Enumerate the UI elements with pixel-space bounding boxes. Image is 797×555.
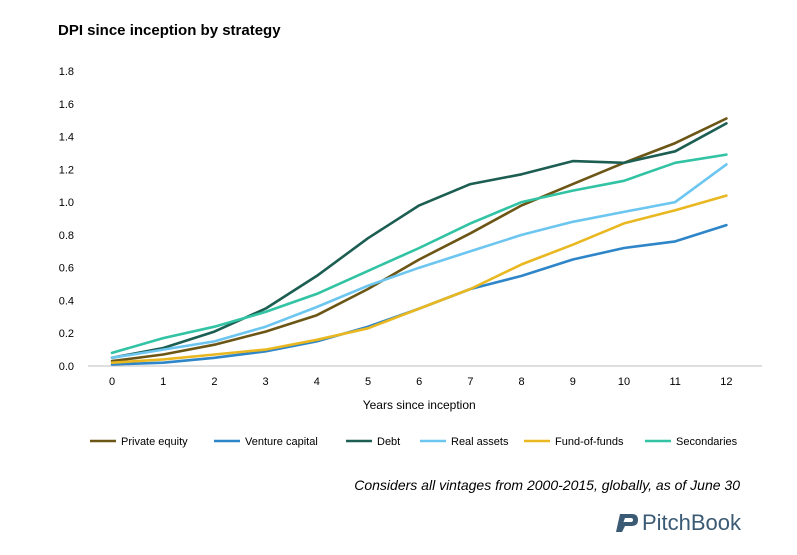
y-tick-label: 0.8 (59, 230, 74, 242)
pitchbook-logo-icon (615, 514, 638, 532)
y-tick-label: 0.4 (59, 295, 74, 307)
y-tick-label: 1.0 (59, 197, 74, 209)
x-tick-label: 2 (211, 376, 217, 388)
x-tick-label: 11 (669, 376, 680, 388)
legend-label: Real assets (451, 436, 509, 448)
y-tick-label: 1.6 (59, 99, 74, 111)
logo-text: PitchBook (641, 510, 741, 535)
y-axis-ticks: 0.0 0.2 0.4 0.6 0.8 1.0 1.2 1.4 1.6 1.8 (59, 66, 74, 373)
x-tick-label: 12 (720, 376, 732, 388)
x-axis-title: Years since inception (363, 398, 476, 412)
y-tick-label: 1.2 (59, 164, 74, 176)
x-axis-ticks: 0 1 2 3 4 5 6 7 8 9 10 11 12 (109, 376, 733, 388)
x-tick-label: 3 (263, 376, 269, 388)
y-tick-label: 1.4 (59, 132, 74, 144)
y-tick-label: 0.6 (59, 263, 74, 275)
legend-label: Venture capital (245, 436, 318, 448)
y-tick-label: 1.8 (59, 66, 74, 78)
legend: Private equity Venture capital Debt Real as… (90, 436, 738, 448)
pitchbook-logo: PitchBook (614, 510, 741, 536)
legend-label: Private equity (121, 436, 188, 448)
series-line (110, 122, 728, 360)
x-tick-label: 0 (109, 376, 115, 388)
x-tick-label: 7 (467, 376, 473, 388)
series-lines (110, 117, 728, 366)
x-tick-label: 6 (416, 376, 422, 388)
legend-label: Secondaries (676, 436, 738, 448)
x-tick-label: 10 (618, 376, 630, 388)
y-tick-label: 0.0 (59, 361, 74, 373)
series-line (110, 153, 728, 355)
series-line (110, 194, 728, 365)
chart-title: DPI since inception by strategy (58, 22, 281, 39)
x-tick-label: 8 (519, 376, 525, 388)
x-tick-label: 5 (365, 376, 371, 388)
x-tick-label: 1 (160, 376, 166, 388)
footnote: Considers all vintages from 2000-2015, g… (354, 477, 740, 493)
x-tick-label: 4 (314, 376, 320, 388)
series-line (110, 117, 728, 363)
x-tick-label: 9 (570, 376, 576, 388)
legend-label: Fund-of-funds (555, 436, 624, 448)
y-tick-label: 0.2 (59, 328, 74, 340)
series-line (110, 163, 728, 360)
legend-label: Debt (377, 436, 400, 448)
